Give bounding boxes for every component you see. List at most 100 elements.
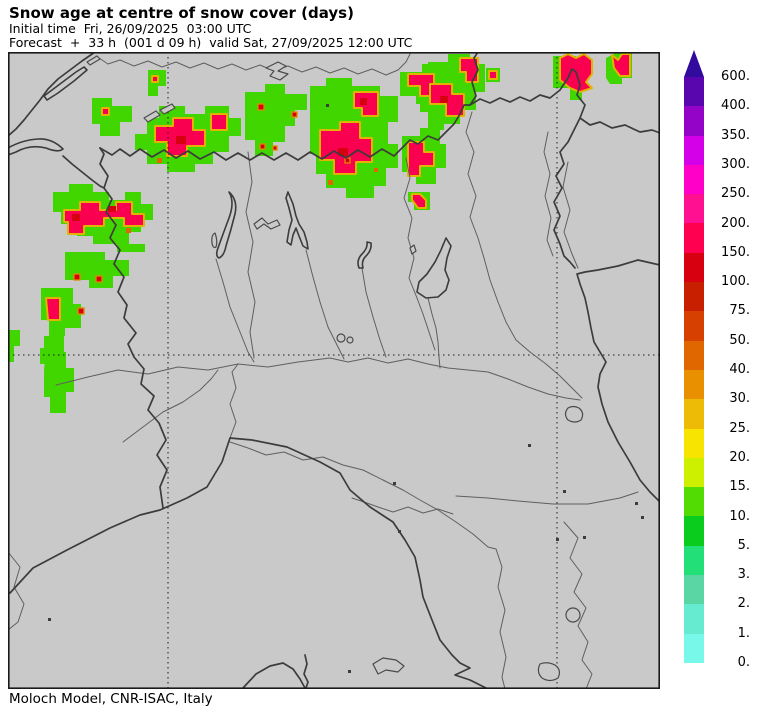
swiss-north-border — [95, 53, 411, 76]
cap-corse — [303, 654, 309, 689]
snow-core — [407, 73, 435, 97]
snow-core — [459, 57, 479, 83]
lake-como — [285, 191, 309, 250]
lake-biel — [86, 55, 101, 66]
colorbar-tick: 25. — [729, 420, 750, 436]
marche-border — [563, 521, 593, 689]
geneva-savoy-border — [62, 155, 105, 189]
comacchio-lagoon — [564, 405, 584, 423]
elba-island — [372, 657, 405, 675]
lake-thun — [143, 110, 161, 123]
france-italy-border — [99, 147, 168, 509]
coastlines-and-national-borders — [8, 52, 660, 689]
colorbar-tick: 10. — [729, 508, 750, 524]
colorbar-tick: 3. — [737, 567, 750, 583]
snow-speckle — [272, 145, 278, 151]
colorbar-tick: 150. — [721, 244, 750, 260]
snow-core — [488, 70, 498, 80]
colorbar-tick: 400. — [721, 98, 750, 114]
colorbar-segment — [684, 369, 704, 400]
map-header: Snow age at centre of snow cover (days) … — [9, 5, 412, 49]
colorbar-segment — [684, 487, 704, 517]
friuli-border — [543, 131, 554, 257]
map-canvas — [8, 52, 660, 689]
snow-core — [407, 141, 435, 177]
tanaro-river — [122, 369, 219, 443]
snow-speckle-orange — [126, 228, 131, 233]
adda-river — [305, 249, 345, 360]
colorbar-segment — [684, 516, 704, 546]
lake-brienz — [159, 103, 176, 115]
snow-speckle — [257, 103, 265, 111]
mincio-river — [427, 297, 441, 369]
snow-speckle — [291, 111, 298, 118]
colorbar-tick: 600. — [721, 69, 750, 84]
lake-maggiore — [215, 191, 237, 259]
snow-core-dark — [176, 136, 186, 144]
colorbar-labels: 600. 400. 350. 300. 250. 200. 150. 100. 75. 50. 40… — [714, 50, 750, 670]
snow-speckle — [77, 307, 85, 315]
lakes — [8, 55, 584, 682]
colorbar-tick: 40. — [729, 362, 750, 377]
lake-trasimeno — [565, 607, 581, 623]
lake-lugano — [253, 217, 281, 230]
initial-time-line: Initial time Fri, 26/09/2025 03:00 UTC — [9, 21, 252, 36]
piedmont-lombardy-border — [245, 151, 256, 359]
corsica-coast — [242, 662, 306, 689]
snow-speckle-orange — [374, 168, 378, 172]
lake-geneva — [8, 138, 64, 156]
lake-lucerne — [265, 61, 289, 81]
lombardy-veneto-border — [403, 157, 436, 351]
colorbar-segment — [684, 545, 704, 576]
colorbar-segment — [684, 340, 704, 370]
gridlines — [8, 52, 660, 689]
piave-river — [562, 161, 579, 269]
snow-patch — [8, 330, 20, 362]
colorbar-tick: 50. — [729, 332, 750, 348]
snow-patch — [245, 84, 307, 156]
colorbar-tick: 30. — [729, 391, 750, 407]
colorbar-tick: 20. — [729, 449, 750, 465]
ticino-river — [215, 258, 255, 363]
colorbar-segment — [684, 106, 704, 136]
ligurian-tuscan-coastline — [9, 437, 490, 689]
tiber-river — [495, 548, 507, 689]
colorbar-tick: 15. — [729, 479, 750, 495]
liguria-border — [229, 363, 239, 439]
po-river — [55, 357, 581, 401]
colorbar-tick: 75. — [729, 303, 750, 319]
snow-patch — [44, 352, 74, 413]
snow-age-patches — [8, 52, 632, 413]
colorbar-segment — [684, 164, 704, 195]
colorbar-segment — [684, 77, 704, 107]
colorbar-segment — [684, 311, 704, 341]
oglio-river — [361, 267, 387, 358]
colorbar-segment — [684, 282, 704, 312]
snow-core — [411, 193, 427, 209]
lake-bolsena — [537, 662, 561, 682]
colorbar-legend: 600. 400. 350. 300. 250. 200. 150. 100. 75. 50. 40… — [684, 50, 760, 670]
colorbar-segment — [684, 633, 704, 663]
snow-core — [151, 75, 159, 83]
snow-patch — [65, 252, 129, 288]
austria-italy-border — [469, 68, 660, 134]
colorbar-segment — [684, 399, 704, 429]
adige-river — [465, 111, 583, 399]
snow-core — [45, 297, 61, 321]
colorbar-segment — [684, 575, 704, 605]
colorbar-tick: 1. — [737, 625, 750, 641]
lake-idro — [409, 244, 417, 255]
romagna-border — [455, 491, 639, 505]
colorbar-tick: 200. — [721, 215, 750, 231]
snow-speckle — [95, 275, 103, 283]
snow-core-dark — [338, 148, 348, 156]
map-specks — [48, 104, 644, 673]
snow-core-dark — [108, 206, 116, 212]
lake-orta — [211, 232, 218, 249]
colorbar-segment — [684, 252, 704, 283]
colorbar-arrow — [684, 50, 704, 77]
colorbar-tick: 0. — [737, 655, 750, 670]
colorbar-tick: 350. — [721, 127, 750, 143]
snow-core — [611, 53, 631, 77]
